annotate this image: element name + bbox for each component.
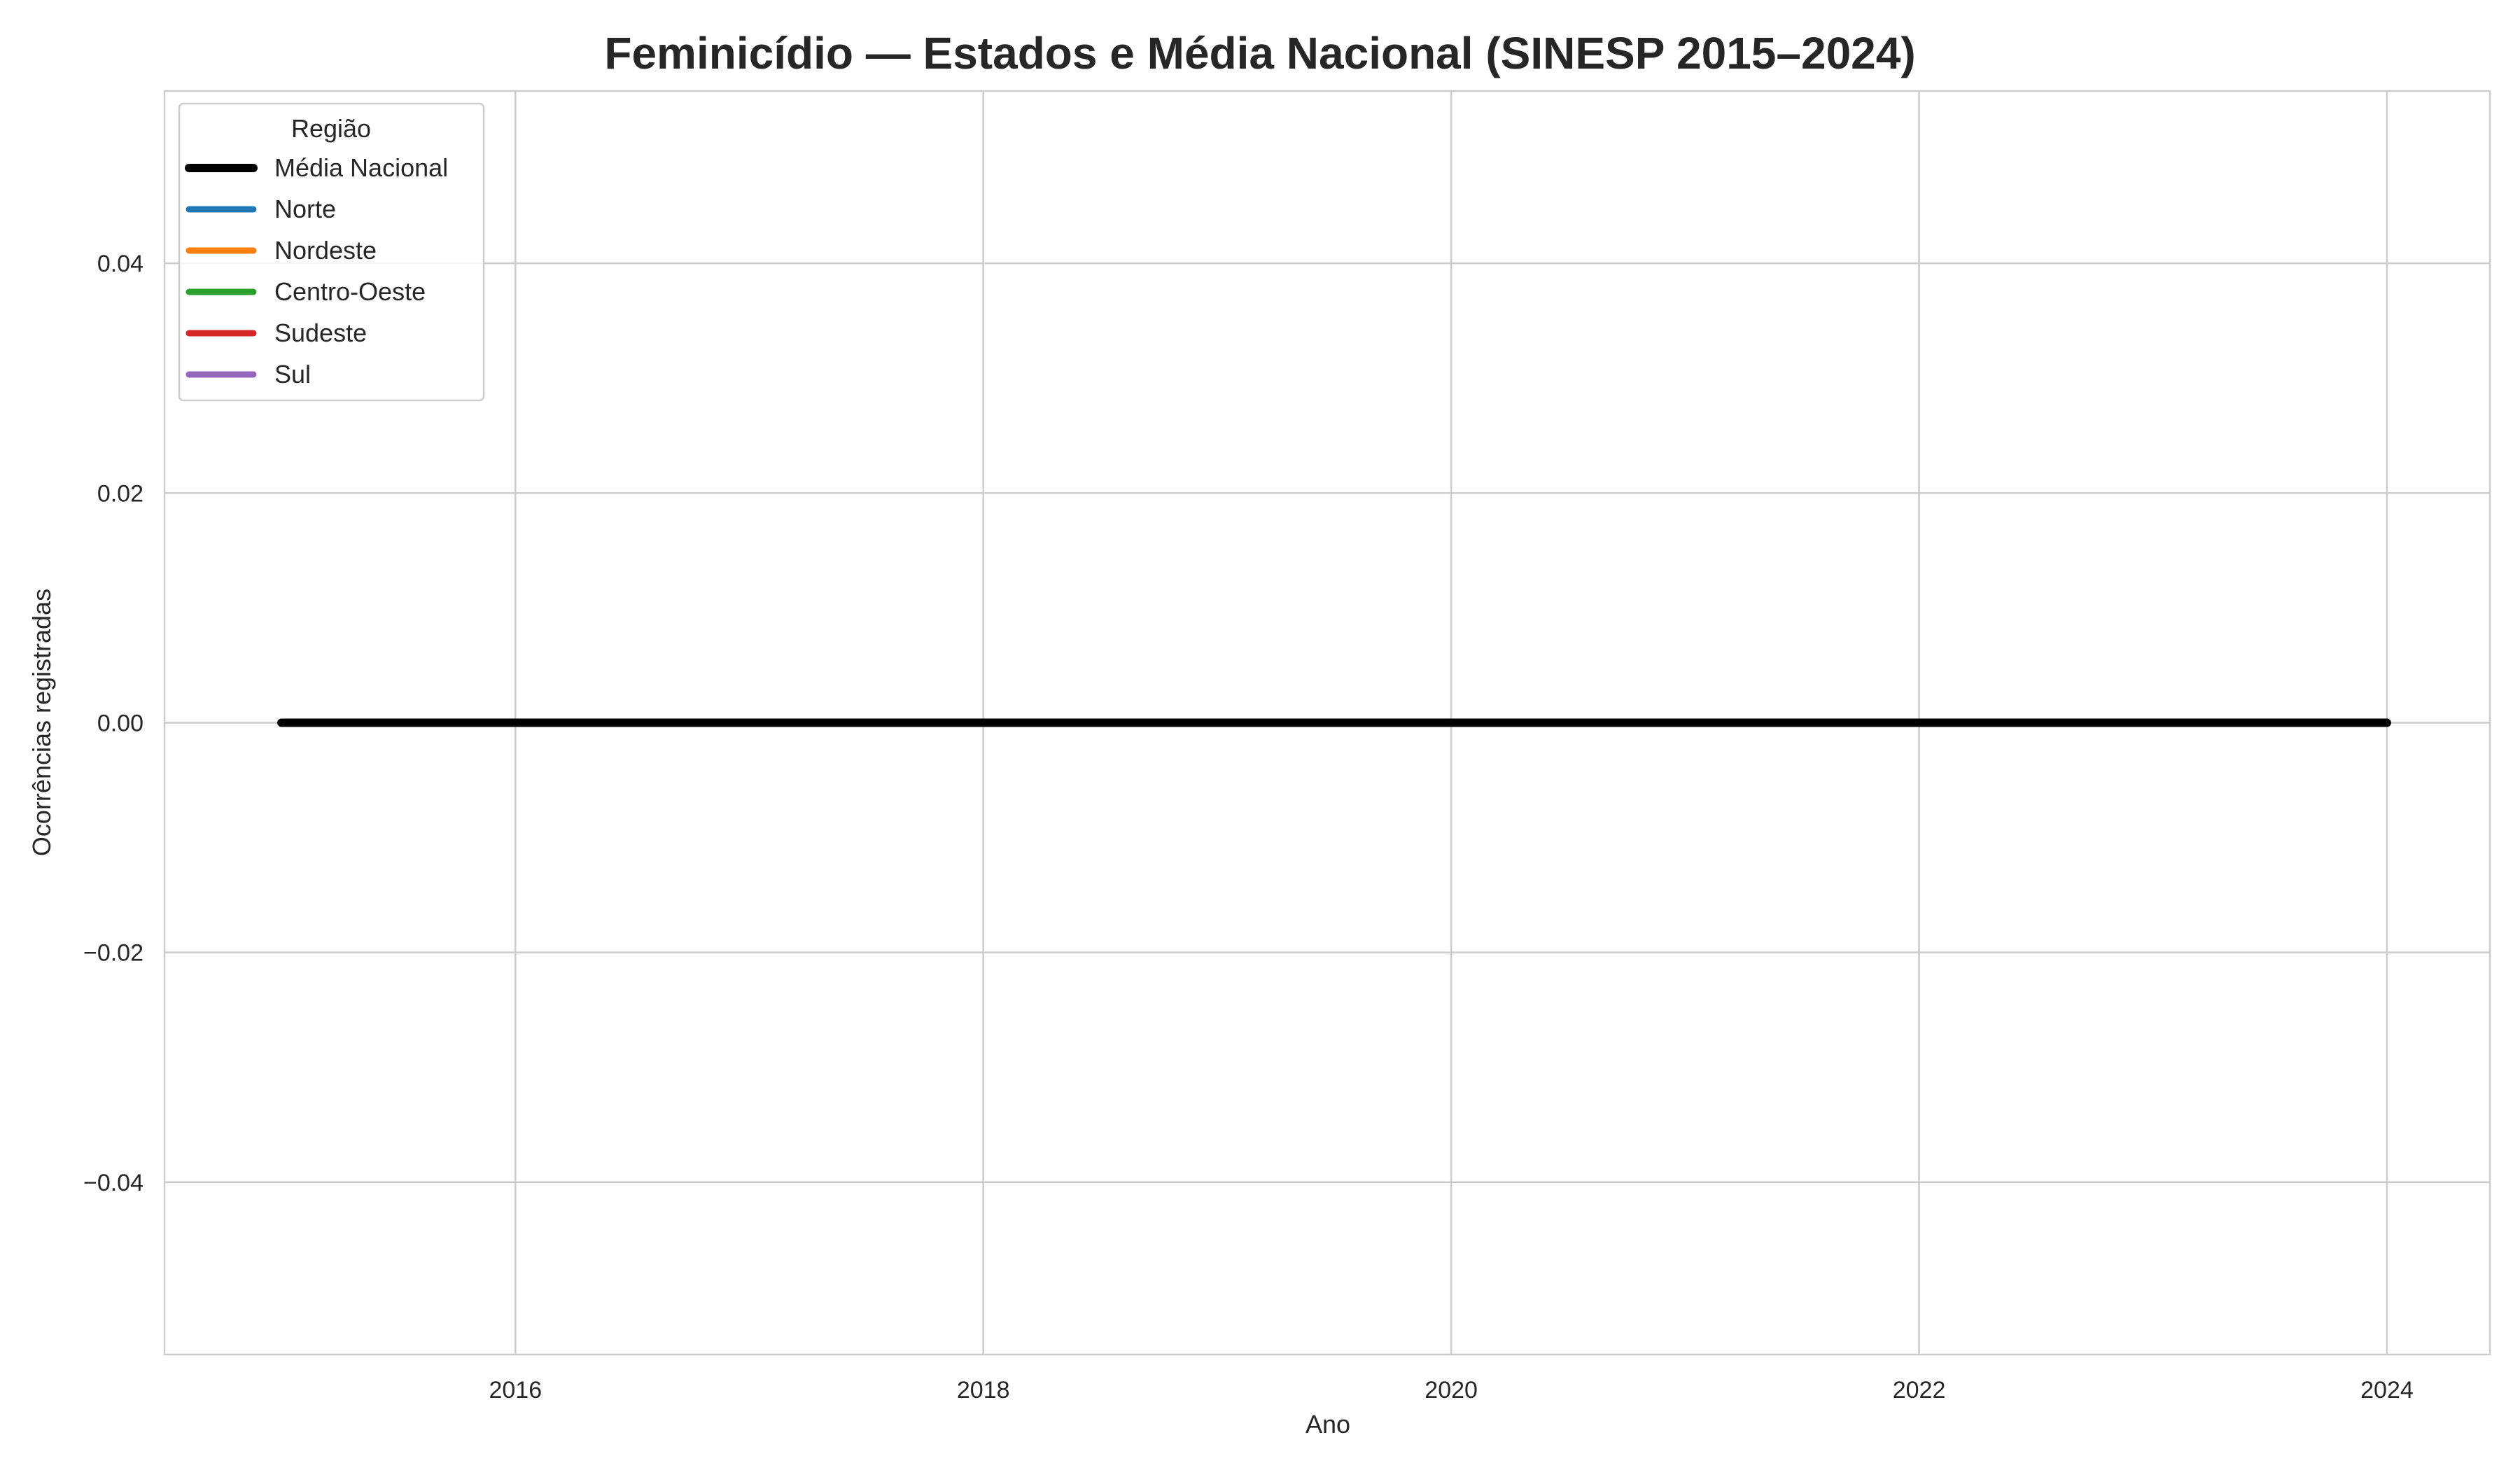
legend-label: Média Nacional — [274, 153, 448, 182]
y-axis-label: Ocorrências registradas — [27, 589, 56, 856]
legend-label: Norte — [274, 195, 336, 223]
legend-label: Nordeste — [274, 236, 377, 265]
x-tick-label: 2016 — [489, 1377, 542, 1404]
x-tick-label: 2024 — [2360, 1377, 2414, 1404]
y-tick-label: −0.02 — [83, 940, 144, 967]
plot-area-frame — [163, 90, 2491, 1356]
legend-entries: Média Nacional Norte Nordeste Centro-Oeste S… — [185, 153, 448, 388]
y-tick-label: −0.04 — [83, 1170, 144, 1196]
tick-labels: 2016 2018 2020 2022 2024 −0.04 −0.02 0.00 0.02 0.… — [83, 251, 2414, 1404]
y-tick-label: 0.04 — [97, 251, 144, 277]
legend-box — [178, 102, 485, 402]
legend-label: Sul — [274, 360, 311, 388]
chart-title: Feminicídio — Estados e Média Nacional (… — [604, 28, 1915, 78]
x-axis-label: Ano — [1306, 1410, 1350, 1438]
x-tick-label: 2018 — [957, 1377, 1010, 1404]
legend-label: Sudeste — [274, 318, 367, 347]
x-tick-label: 2020 — [1424, 1377, 1478, 1404]
legend-label: Centro-Oeste — [274, 277, 426, 306]
y-tick-label: 0.00 — [97, 710, 144, 737]
y-tick-label: 0.02 — [97, 480, 144, 507]
legend: Região Média Nacional Norte Nordeste Centro… — [178, 102, 485, 402]
legend-title: Região — [291, 114, 371, 143]
x-tick-label: 2022 — [1893, 1377, 1946, 1404]
